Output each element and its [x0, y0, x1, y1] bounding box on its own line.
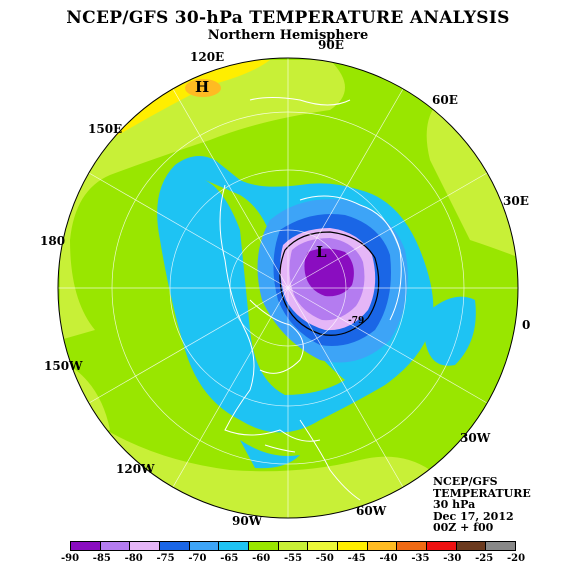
legend-tick-label: -35 — [411, 553, 430, 564]
lon-label-120w: 120W — [116, 462, 155, 476]
legend-swatch — [249, 542, 279, 550]
legend-swatch — [278, 542, 309, 550]
legend-tick-label: -40 — [379, 553, 398, 564]
lon-label-150e: 150E — [88, 122, 123, 136]
lon-label-90e: 90E — [318, 38, 344, 52]
lon-label-30e: 30E — [503, 194, 529, 208]
coastlines — [219, 97, 402, 501]
legend-tick-label: -90 — [60, 553, 80, 564]
lon-label-60e: 60E — [432, 93, 458, 107]
contour-value-label: -79 — [348, 316, 365, 326]
lon-label-60w: 60W — [356, 504, 387, 518]
field-minus40 — [185, 79, 221, 97]
legend-swatch — [100, 542, 131, 550]
graticule — [58, 58, 518, 518]
color-legend — [70, 541, 516, 551]
field-minus85 — [304, 248, 354, 297]
low-pressure-label: L — [316, 243, 327, 261]
lon-label-180: 180 — [40, 234, 66, 248]
legend-swatch — [219, 542, 250, 550]
high-pressure-label: H — [195, 78, 210, 96]
info-line: TEMPERATURE — [433, 486, 531, 500]
lon-label-90w: 90W — [232, 514, 263, 528]
legend-tick-label: -45 — [347, 553, 366, 564]
info-block: NCEP/GFS TEMPERATURE 30 hPa Dec 17, 2012… — [433, 476, 531, 534]
map-disk — [58, 58, 518, 518]
lon-label-30w: 30W — [460, 431, 491, 445]
legend-tick-label: -75 — [156, 553, 175, 564]
field-minus60-atlantic — [425, 296, 476, 366]
legend-swatch — [130, 542, 161, 550]
legend-tick-label: -70 — [188, 553, 207, 564]
legend-swatch — [160, 542, 190, 550]
field-minus50-nw — [60, 60, 345, 340]
legend-swatch — [367, 542, 398, 550]
info-line: Dec 17, 2012 — [433, 509, 514, 523]
legend-swatch — [397, 542, 428, 550]
legend-swatch — [456, 542, 487, 550]
map-border — [57, 57, 519, 519]
legend-swatch — [427, 542, 457, 550]
lon-label-150w: 150W — [44, 359, 83, 373]
legend-swatch — [338, 542, 368, 550]
lon-label-120e: 120E — [190, 50, 225, 64]
lon-label-0: 0 — [522, 318, 531, 332]
field-minus50-east — [426, 100, 518, 260]
legend-tick-label: -80 — [124, 553, 143, 564]
legend-tick-label: -30 — [443, 553, 462, 564]
info-line: 30 hPa — [433, 498, 476, 511]
legend-swatch — [189, 542, 220, 550]
contour-line — [279, 231, 380, 336]
legend-tick-label: -65 — [220, 553, 239, 564]
legend-ticks: -90 -85 -80 -75 -70 -65 -60 -55 -50 -45 -40 -35 -30 -… — [61, 553, 525, 567]
legend-swatch — [486, 542, 516, 550]
legend-tick-label: -25 — [475, 553, 494, 564]
page-title: NCEP/GFS 30-hPa TEMPERATURE ANALYSIS — [66, 8, 510, 28]
info-line: NCEP/GFS — [433, 475, 498, 488]
legend-tick-label: -50 — [315, 553, 334, 564]
info-line: 00Z + f00 — [433, 521, 494, 534]
legend-tick-label: -20 — [506, 553, 526, 564]
legend-tick-label: -55 — [283, 553, 303, 564]
legend-swatch — [308, 542, 339, 550]
legend-swatch — [71, 542, 101, 550]
legend-tick-label: -60 — [252, 553, 271, 564]
legend-tick-label: -85 — [92, 553, 111, 564]
page-subtitle: Northern Hemisphere — [207, 28, 369, 43]
